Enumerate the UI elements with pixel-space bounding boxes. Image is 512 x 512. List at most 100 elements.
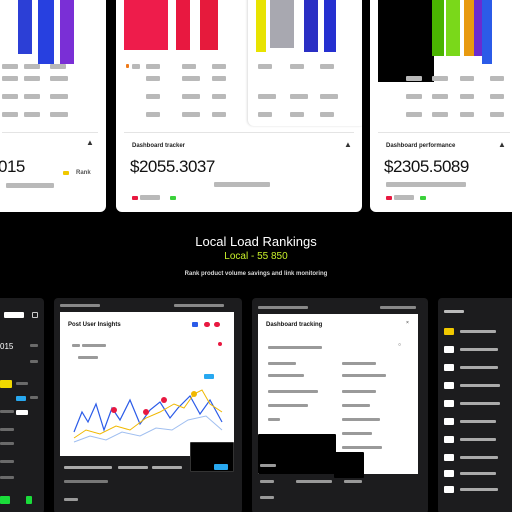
list-item — [0, 460, 14, 463]
bar — [464, 0, 474, 56]
table-row — [212, 94, 226, 99]
meta-line — [214, 182, 270, 187]
table-row — [182, 76, 200, 81]
chart-panel[interactable]: Post User Insights — [54, 298, 242, 512]
bar — [446, 0, 460, 56]
menu-icon[interactable] — [32, 312, 38, 318]
caret-up-icon[interactable]: ▲ — [86, 138, 94, 147]
table-row — [460, 94, 474, 99]
page-title: Local Load Rankings — [195, 234, 317, 249]
table-row — [146, 64, 160, 69]
side-value: 015 — [0, 342, 14, 351]
list-item — [268, 362, 296, 365]
setting-icon[interactable] — [444, 470, 454, 477]
blue-chip — [214, 464, 228, 470]
status-dot — [218, 342, 222, 346]
list-item — [0, 442, 14, 445]
series-line-3 — [73, 415, 223, 443]
list-item — [30, 360, 38, 363]
list-item — [268, 374, 304, 377]
bar — [482, 0, 492, 64]
setting-icon[interactable] — [444, 328, 454, 335]
meta-line — [386, 182, 466, 187]
bar — [124, 0, 168, 50]
panel-title-bar — [258, 306, 308, 309]
bar — [18, 0, 32, 54]
list-item — [342, 446, 382, 449]
series-point — [161, 397, 167, 403]
bar — [60, 0, 74, 64]
bar-strip — [116, 0, 362, 56]
bar — [256, 0, 266, 52]
table-row — [50, 76, 68, 81]
caret-up-icon[interactable]: ▲ — [344, 140, 352, 149]
list-item — [260, 496, 274, 499]
bar — [378, 0, 434, 82]
status-dot — [420, 196, 426, 200]
status-dot — [126, 64, 129, 68]
green-chip — [26, 496, 32, 504]
table-row — [2, 94, 18, 99]
table-row — [290, 112, 304, 117]
table-row — [490, 112, 504, 117]
close-icon[interactable] — [214, 322, 220, 327]
card-1[interactable]: ▲ 015 Rank — [0, 0, 106, 212]
table-row — [320, 112, 334, 117]
meta-line — [394, 195, 414, 200]
table-row — [146, 94, 160, 99]
table-row — [460, 112, 474, 117]
setting-icon[interactable] — [444, 364, 454, 371]
close-icon[interactable]: × — [406, 320, 409, 326]
setting-item — [460, 330, 496, 333]
toggle[interactable] — [4, 312, 24, 318]
side-panel-left[interactable]: 015 — [0, 298, 44, 512]
table-row — [2, 112, 18, 117]
table-row — [182, 112, 200, 117]
chevron-icon[interactable]: ○ — [398, 342, 402, 348]
setting-icon[interactable] — [444, 486, 454, 493]
setting-icon[interactable] — [444, 436, 454, 443]
bar-strip — [370, 0, 512, 82]
list-item — [342, 390, 376, 393]
caret-up-icon[interactable]: ▲ — [498, 140, 506, 149]
divider — [124, 132, 354, 133]
panel-title-bar — [380, 306, 416, 309]
status-dot — [63, 171, 69, 175]
table-row — [24, 64, 40, 69]
table-row — [490, 94, 504, 99]
table-row — [212, 76, 226, 81]
card-4[interactable]: Dashboard performance ▲ $2305.5089 — [370, 0, 512, 212]
list-item — [16, 382, 28, 385]
table-row — [290, 64, 304, 69]
setting-icon[interactable] — [444, 346, 454, 353]
list-item — [344, 480, 362, 483]
legend-dot — [204, 322, 210, 327]
bar — [200, 0, 218, 50]
panel-title-bar — [174, 304, 224, 307]
setting-icon[interactable] — [444, 382, 454, 389]
list-item — [64, 466, 112, 469]
table-row — [258, 64, 272, 69]
panel-title-bar — [60, 304, 100, 307]
list-item — [342, 362, 376, 365]
setting-icon[interactable] — [444, 454, 454, 461]
settings-panel[interactable] — [438, 298, 512, 512]
table-row — [290, 94, 308, 99]
table-row — [24, 94, 40, 99]
table-row — [406, 76, 422, 81]
table-row — [490, 76, 504, 81]
list-item — [268, 390, 318, 393]
white-chip — [16, 410, 28, 415]
card-2[interactable]: Dashboard tracker ▲ $2055.3037 — [116, 0, 362, 212]
list-item — [152, 466, 182, 469]
list-item — [268, 404, 308, 407]
list-item — [0, 410, 14, 413]
card-value: 015 — [0, 157, 25, 176]
setting-icon[interactable] — [444, 418, 454, 425]
list-card: Dashboard tracking × ○ — [258, 314, 418, 478]
meta-line — [140, 195, 160, 200]
dark-block — [334, 452, 364, 478]
series-point — [111, 407, 117, 413]
setting-icon[interactable] — [444, 400, 454, 407]
list-panel[interactable]: Dashboard tracking × ○ — [252, 298, 428, 512]
